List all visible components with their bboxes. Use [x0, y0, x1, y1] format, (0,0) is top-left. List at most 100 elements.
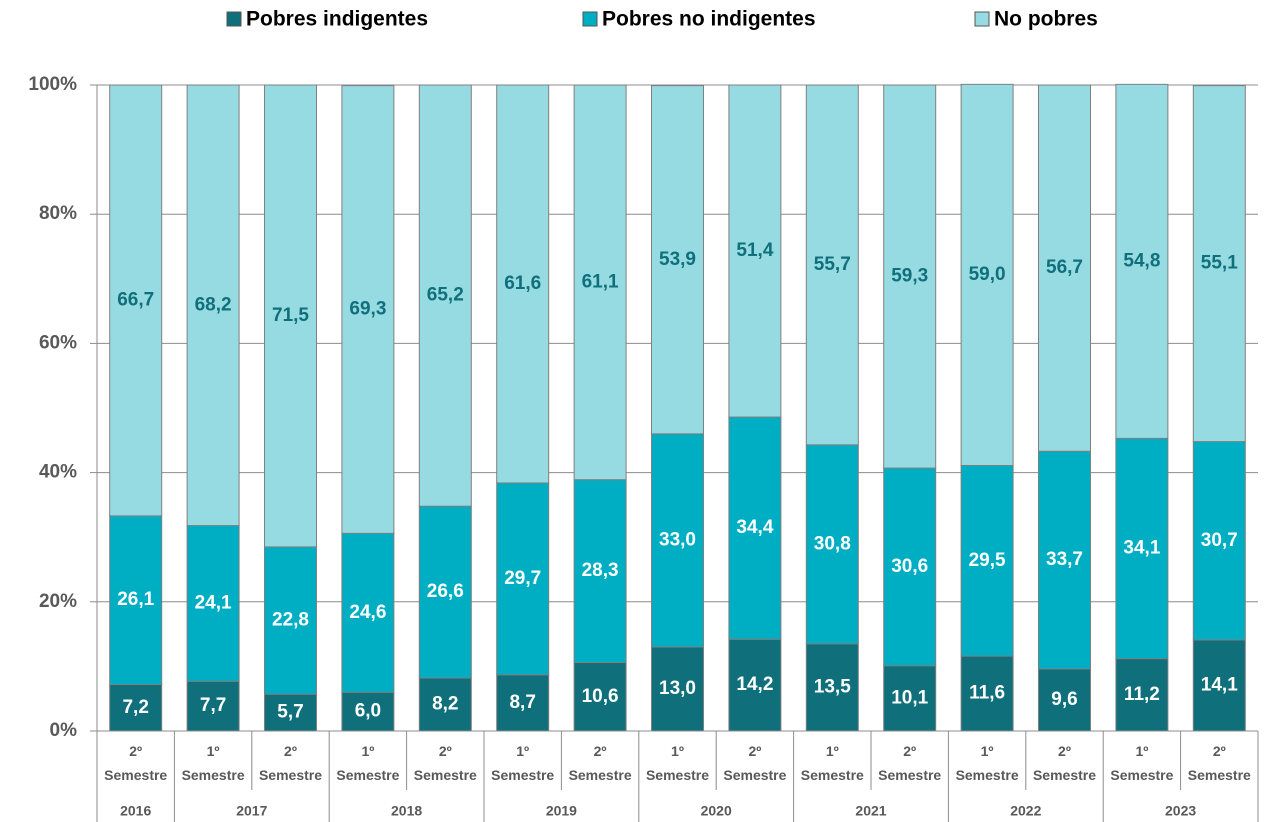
y-tick-label: 20%: [39, 591, 77, 612]
group-label: 2021: [855, 803, 886, 819]
bar-segment: [728, 84, 782, 418]
legend-swatch: [582, 11, 598, 27]
bar-segment: [573, 84, 627, 481]
group-label: 2022: [1010, 803, 1041, 819]
value-label: 26,1: [117, 589, 154, 610]
group-label: 2018: [391, 803, 422, 819]
bar-segment: [805, 444, 859, 645]
value-label: 22,8: [272, 610, 309, 631]
value-label: 61,6: [504, 273, 541, 294]
bar-segment: [651, 85, 704, 435]
value-label: 11,6: [969, 683, 1005, 704]
x-tick-label: 1º Semestre: [491, 743, 554, 783]
bar-segment: [418, 677, 472, 732]
bar-segment: [728, 416, 782, 640]
value-label: 29,7: [504, 568, 541, 589]
value-label: 9,6: [1051, 689, 1077, 710]
value-label: 69,3: [349, 299, 386, 320]
bar-segment: [264, 84, 317, 548]
bar-segment: [1115, 437, 1169, 660]
value-label: 24,6: [349, 602, 386, 623]
bar-segment: [651, 646, 704, 732]
legend-label: Pobres indigentes: [246, 8, 428, 31]
bar-segment: [960, 464, 1014, 657]
bar-segment: [418, 505, 472, 679]
bar-segment: [418, 84, 472, 507]
bar-segment: [573, 479, 627, 664]
value-label: 8,2: [432, 694, 458, 715]
x-tick-label: 1º Semestre: [956, 743, 1019, 783]
value-label: 24,1: [195, 592, 232, 613]
group-label: 2016: [120, 803, 151, 819]
value-label: 10,6: [582, 686, 619, 707]
bar-segment: [651, 433, 704, 648]
value-label: 56,7: [1046, 257, 1083, 278]
x-tick-label: 1º Semestre: [1110, 743, 1173, 783]
value-label: 13,0: [659, 678, 696, 699]
bar-segment: [1038, 84, 1091, 452]
bar-segment: [264, 546, 317, 695]
bar-segment: [1192, 441, 1246, 641]
value-label: 8,7: [509, 692, 535, 713]
value-label: 14,2: [736, 674, 773, 695]
y-tick-label: 80%: [39, 203, 77, 224]
bar-segment: [883, 467, 937, 667]
value-label: 51,4: [736, 240, 773, 261]
value-label: 14,1: [1201, 674, 1238, 695]
value-label: 61,1: [582, 271, 619, 292]
value-label: 53,9: [659, 249, 696, 270]
x-tick-label: 2º Semestre: [259, 743, 322, 783]
value-label: 71,5: [272, 305, 309, 326]
legend-swatch: [974, 11, 990, 27]
bar-segment: [496, 674, 550, 732]
value-label: 33,7: [1046, 549, 1083, 570]
group-label: 2020: [701, 803, 732, 819]
group-label: 2017: [236, 803, 267, 819]
bar-segment: [109, 515, 163, 685]
value-label: 55,7: [814, 254, 851, 275]
x-tick-label: 1º Semestre: [336, 743, 399, 783]
bar-segment: [805, 84, 859, 446]
value-label: 65,2: [427, 285, 464, 306]
bar-segment: [1038, 450, 1091, 670]
x-tick-label: 2º Semestre: [878, 743, 941, 783]
bar-segment: [186, 525, 240, 682]
x-tick-label: 1º Semestre: [801, 743, 864, 783]
x-tick-label: 2º Semestre: [1188, 743, 1251, 783]
bar-segment: [109, 84, 163, 517]
value-label: 34,4: [736, 517, 773, 538]
x-tick-label: 2º Semestre: [414, 743, 477, 783]
value-label: 34,1: [1123, 538, 1160, 559]
value-label: 54,8: [1123, 250, 1160, 271]
value-label: 30,6: [891, 556, 928, 577]
value-label: 5,7: [277, 702, 303, 723]
value-label: 6,0: [355, 701, 381, 722]
group-label: 2023: [1165, 803, 1196, 819]
value-label: 30,8: [814, 533, 851, 554]
group-label: 2019: [546, 803, 577, 819]
bar-segment: [1038, 668, 1091, 732]
legend-label: No pobres: [994, 8, 1098, 31]
value-label: 13,5: [814, 676, 851, 697]
bar-segment: [496, 482, 550, 676]
bar-segment: [1192, 639, 1246, 732]
value-label: 59,3: [891, 266, 928, 287]
value-label: 68,2: [195, 294, 232, 315]
legend-swatch: [226, 11, 242, 27]
value-label: 29,5: [969, 550, 1006, 571]
bar-segment: [186, 84, 240, 527]
x-tick-label: 2º Semestre: [569, 743, 632, 783]
bar-segment: [264, 693, 317, 732]
value-label: 7,7: [200, 695, 226, 716]
x-tick-label: 2º Semestre: [104, 743, 167, 783]
bar-segment: [109, 683, 163, 732]
bar-segment: [728, 638, 782, 732]
value-label: 28,3: [582, 560, 619, 581]
value-label: 59,0: [969, 264, 1006, 285]
bar-segment: [1192, 85, 1246, 443]
y-tick-label: 0%: [50, 720, 78, 741]
value-label: 33,0: [659, 529, 696, 550]
value-label: 66,7: [117, 289, 154, 310]
y-tick-label: 60%: [39, 332, 77, 353]
